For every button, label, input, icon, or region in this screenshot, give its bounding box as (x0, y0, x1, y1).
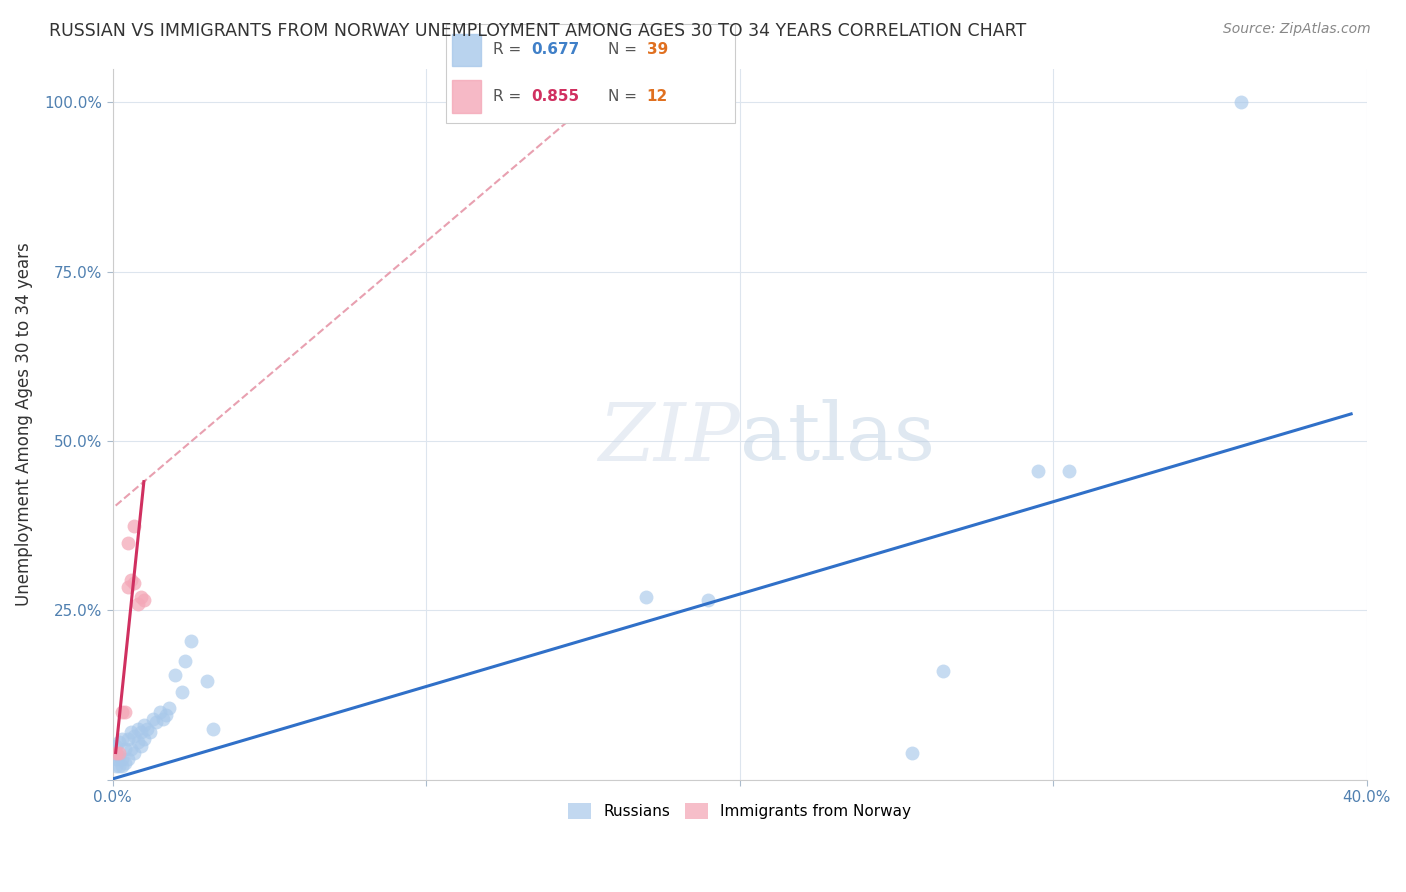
Point (111, 752, 134, 766)
Point (148, 705, 170, 719)
Text: R =: R = (494, 88, 526, 103)
Text: Source: ZipAtlas.com: Source: ZipAtlas.com (1223, 22, 1371, 37)
Point (117, 535, 139, 549)
Point (142, 712, 165, 726)
Text: 0.677: 0.677 (531, 43, 579, 57)
Point (120, 725, 142, 739)
Point (132, 718, 155, 732)
FancyBboxPatch shape (446, 24, 735, 123)
Point (111, 759, 134, 773)
Point (155, 708, 177, 723)
Point (129, 739, 152, 753)
Point (124, 518, 146, 533)
Text: R =: R = (494, 43, 526, 57)
Point (139, 725, 162, 739)
Point (129, 725, 152, 739)
Point (132, 593, 155, 607)
Point (107, 748, 129, 763)
Point (170, 684, 193, 698)
Legend: Russians, Immigrants from Norway: Russians, Immigrants from Norway (562, 797, 918, 825)
Point (111, 731, 134, 746)
Point (104, 739, 127, 753)
Text: 39: 39 (647, 43, 668, 57)
Point (120, 573, 142, 587)
Point (173, 654, 195, 668)
Point (117, 580, 139, 594)
Text: ZIP: ZIP (598, 400, 740, 477)
Text: RUSSIAN VS IMMIGRANTS FROM NORWAY UNEMPLOYMENT AMONG AGES 30 TO 34 YEARS CORRELA: RUSSIAN VS IMMIGRANTS FROM NORWAY UNEMPL… (49, 22, 1026, 40)
Point (107, 735, 129, 749)
Point (932, 665, 955, 679)
Point (1057, 465, 1080, 479)
Text: 12: 12 (647, 88, 668, 103)
Point (195, 674, 218, 689)
Point (114, 705, 136, 719)
Bar (451, 79, 481, 112)
Y-axis label: Unemployment Among Ages 30 to 34 years: Unemployment Among Ages 30 to 34 years (15, 243, 32, 606)
Text: 0.855: 0.855 (531, 88, 579, 103)
Point (124, 746, 146, 760)
Point (117, 731, 139, 746)
Point (124, 576, 146, 591)
Point (114, 742, 136, 756)
Point (145, 714, 167, 729)
Point (180, 633, 202, 648)
Point (152, 712, 174, 726)
Point (136, 722, 159, 736)
Point (104, 746, 127, 760)
Point (107, 759, 129, 773)
Point (107, 746, 129, 760)
Point (1230, 95, 1253, 110)
Point (127, 722, 149, 736)
Point (1026, 465, 1049, 479)
Point (104, 759, 127, 773)
Point (127, 597, 149, 611)
Bar (451, 34, 481, 66)
Point (120, 742, 142, 756)
Point (157, 701, 180, 715)
Point (697, 593, 720, 607)
Text: N =: N = (609, 43, 643, 57)
Point (111, 705, 134, 719)
Point (127, 735, 149, 749)
Point (201, 722, 224, 736)
Point (165, 667, 187, 681)
Point (129, 590, 152, 604)
Point (124, 729, 146, 743)
Point (132, 731, 155, 746)
Point (901, 746, 924, 760)
Point (634, 590, 657, 604)
Text: N =: N = (609, 88, 643, 103)
Point (117, 752, 139, 766)
Point (104, 752, 127, 766)
Point (114, 756, 136, 770)
Text: atlas: atlas (740, 400, 935, 477)
